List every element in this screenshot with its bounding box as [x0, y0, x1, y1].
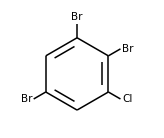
- Text: Br: Br: [122, 44, 134, 54]
- Text: Cl: Cl: [122, 94, 133, 104]
- Text: Br: Br: [20, 94, 32, 104]
- Text: Br: Br: [71, 12, 83, 22]
